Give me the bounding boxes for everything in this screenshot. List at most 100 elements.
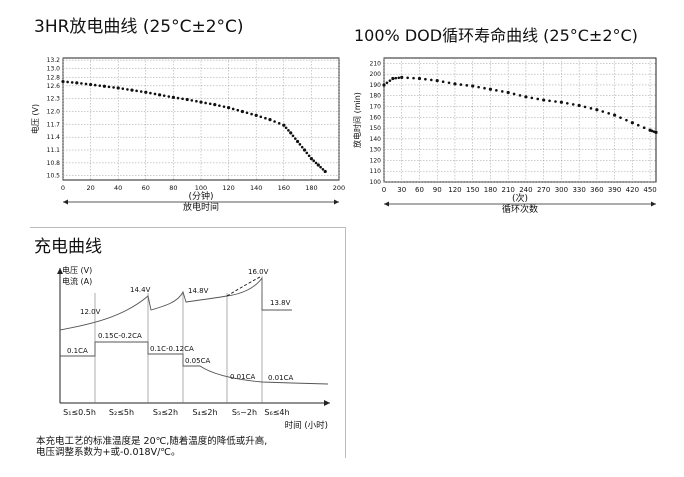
curve-dot	[273, 120, 276, 123]
curve-dot	[518, 94, 522, 97]
voltage-label: 14.8V	[188, 287, 209, 295]
data-point	[488, 87, 493, 91]
current-label: 0.1C-0.12CA	[150, 345, 194, 353]
arrow-right-icon	[324, 400, 330, 406]
curve-dot	[84, 82, 88, 86]
stage-label: S₃≤2h	[153, 408, 178, 417]
curve-dot	[312, 159, 316, 163]
curve-dot	[153, 92, 157, 96]
x-axis-label: 放电时间	[183, 201, 219, 213]
curve-dot	[388, 79, 392, 82]
curve-dot	[126, 88, 129, 91]
curve-dot	[277, 122, 281, 125]
voltage-peak-dashed	[226, 275, 263, 297]
curve-dot	[477, 85, 480, 89]
curve-dot	[139, 90, 143, 93]
arrow-right-icon	[334, 199, 339, 205]
x-axis-label: 时间 (小时)	[285, 420, 328, 430]
current-label: 0.05CA	[185, 357, 210, 365]
curve-dot	[321, 167, 325, 171]
curve-dot	[176, 96, 180, 100]
data-point	[435, 79, 439, 83]
x-tick-label: 180	[305, 184, 317, 192]
curve-dot	[204, 101, 207, 105]
curve-dot	[583, 105, 587, 109]
x-tick-label: 80	[169, 184, 177, 192]
chart-title-discharge: 3HR放电曲线 (25°C±2°C)	[34, 17, 244, 37]
charge-note: 本充电工艺的标准温度是 20℃,随着温度的降低或升高, 电压调整系数为+或-0.…	[36, 436, 267, 458]
x-tick-label: 40	[114, 184, 122, 192]
x-tick-label: 30	[397, 186, 406, 194]
curve-dot	[112, 86, 115, 89]
data-point	[382, 83, 386, 87]
x-tick-label: 20	[86, 184, 94, 192]
curve-dot	[636, 123, 640, 127]
x-tick-label: 210	[501, 186, 514, 194]
voltage-label: 12.0V	[80, 308, 101, 316]
curve-dot	[222, 105, 226, 108]
data-point	[158, 93, 162, 97]
curve-dot	[93, 83, 97, 87]
y-tick-label: 11.7	[47, 121, 61, 128]
curve-dot	[259, 115, 263, 119]
curve-dot	[459, 83, 463, 86]
y-axis-label: 放电时间 (min)	[352, 92, 362, 148]
data-point	[391, 76, 395, 81]
curve-dot	[512, 92, 516, 96]
data-point	[577, 103, 581, 108]
curve-dot	[589, 107, 593, 110]
y-tick-label: 11.4	[47, 134, 61, 141]
curve-dot	[548, 99, 551, 103]
x-tick-label: 150	[466, 186, 479, 194]
curve-dot	[300, 145, 304, 149]
curve-dot	[465, 84, 469, 87]
data-point	[400, 75, 404, 80]
x-tick-label: 120	[448, 186, 461, 194]
stage-label: S₅~2h	[232, 408, 257, 417]
y-tick-label: 11.1	[47, 147, 61, 154]
y-tick-label: 200	[370, 71, 382, 78]
curve-dot	[319, 165, 322, 169]
x-tick-label: 300	[555, 186, 568, 194]
x-tick-label: 450	[643, 186, 656, 194]
data-point	[61, 79, 65, 84]
y-tick-label: 150	[370, 125, 382, 132]
x-tick-label: 330	[572, 186, 585, 194]
y-axis-label-current: 电流 (A)	[62, 276, 92, 286]
curve-dot	[287, 129, 290, 132]
y-tick-label: 12.0	[47, 109, 61, 116]
stage-label: S₂≤5h	[109, 408, 134, 417]
data-point	[89, 82, 93, 87]
y-tick-label: 12.8	[47, 74, 61, 81]
y-tick-label: 160	[370, 114, 382, 121]
curve-dot	[231, 107, 235, 111]
curve-dot	[107, 85, 111, 89]
x-tick-label: 200	[333, 184, 345, 192]
data-point	[213, 103, 217, 107]
data-point	[268, 118, 272, 122]
curve-dot	[66, 80, 69, 84]
chart-title-charge: 充电曲线	[34, 237, 102, 257]
curve-dot	[424, 77, 427, 81]
current-label: 0.01CA	[230, 373, 255, 381]
curve-dot	[447, 81, 451, 85]
y-tick-label: 120	[370, 157, 382, 164]
x-axis-unit: (次)	[512, 192, 528, 204]
y-tick-label: 210	[370, 60, 382, 67]
y-tick-label: 110	[370, 168, 382, 175]
data-point	[453, 82, 457, 86]
stage-label: S₁≤0.5h	[63, 408, 96, 417]
charge-note-line1: 本充电工艺的标准温度是 20℃,随着温度的降低或升高,	[36, 436, 268, 447]
voltage-label: 16.0V	[248, 268, 269, 276]
data-point	[199, 100, 203, 104]
curve-dot	[536, 97, 540, 101]
y-tick-label: 12.3	[47, 96, 61, 103]
y-tick-label: 12.6	[47, 83, 61, 90]
data-point	[227, 106, 231, 110]
discharge-chart: 0 20 40 60 80 100 120 140 160 180 200 10.5 10.8 11.1 1…	[30, 57, 345, 213]
x-tick-label: 100	[195, 184, 207, 192]
data-point	[316, 163, 320, 167]
current-label: 0.01CA	[268, 374, 293, 382]
data-point	[506, 90, 510, 95]
voltage-label: 14.4V	[130, 286, 151, 294]
